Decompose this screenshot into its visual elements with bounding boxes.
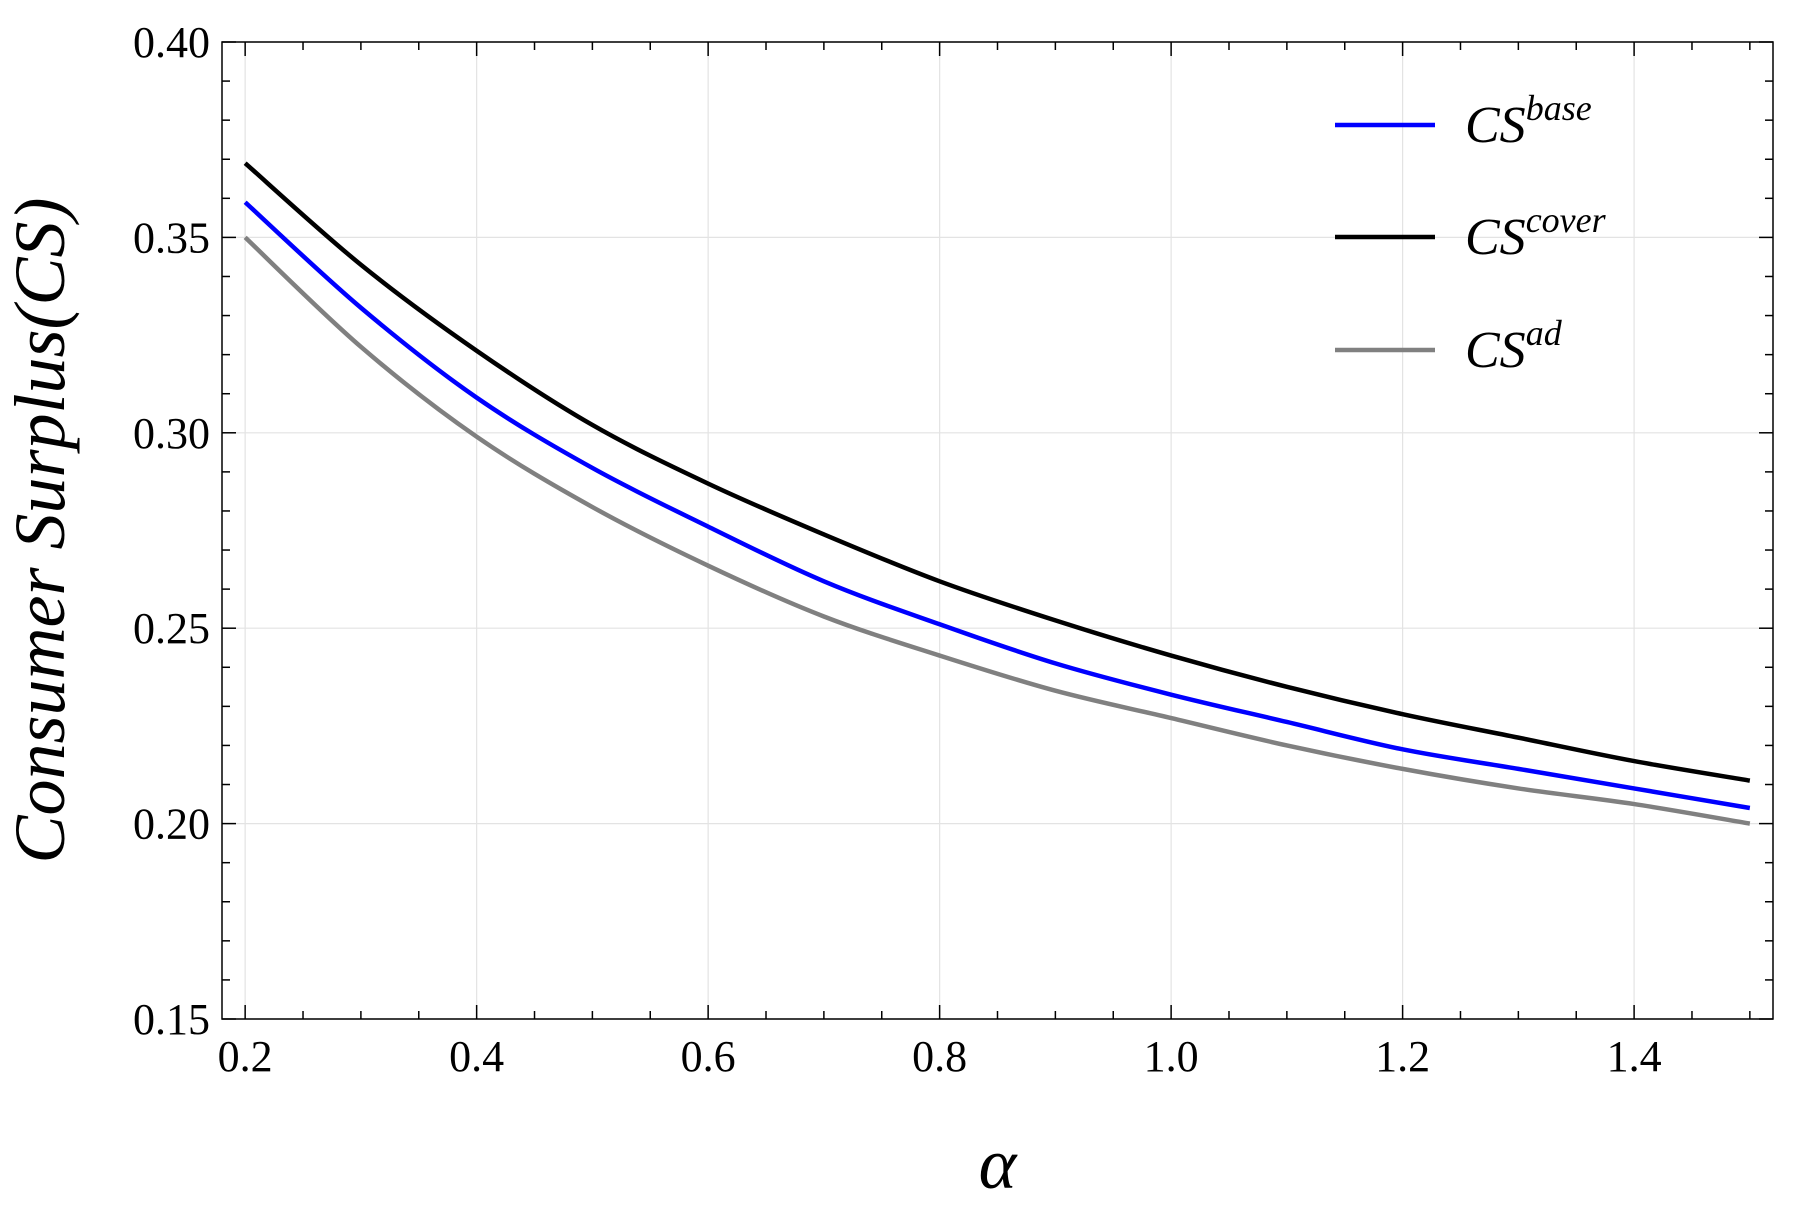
legend-label-cover: CScover (1465, 200, 1607, 266)
x-tick-label: 0.6 (681, 1032, 736, 1081)
x-tick-label: 1.2 (1375, 1032, 1430, 1081)
legend: CSbase CScover CSad (1335, 88, 1607, 379)
series-line-ad (243, 235, 1751, 826)
x-tick-label: 0.2 (218, 1032, 273, 1081)
axis-ticks (222, 41, 1773, 1020)
x-tick-label: 0.4 (449, 1032, 504, 1081)
y-tick-label: 0.25 (133, 604, 210, 653)
legend-label-ad: CSad (1465, 313, 1563, 379)
legend-superscript: base (1526, 88, 1592, 128)
y-tick-label: 0.40 (133, 18, 210, 67)
series-lines (243, 161, 1751, 826)
y-tick-labels: 0.15 0.20 0.25 0.30 0.35 0.40 (133, 18, 210, 1044)
y-axis-title: Consumer Surplus(CS) (0, 197, 80, 863)
grid (222, 41, 1773, 1020)
legend-superscript: cover (1526, 200, 1607, 240)
x-tick-label: 1.4 (1607, 1032, 1662, 1081)
x-axis-title: α (979, 1124, 1018, 1204)
legend-superscript: ad (1526, 313, 1563, 353)
y-tick-label: 0.15 (133, 995, 210, 1044)
series-line-cover (243, 161, 1751, 783)
legend-label-base: CSbase (1465, 88, 1592, 154)
plot-frame (221, 41, 1774, 1020)
x-tick-label: 1.0 (1144, 1032, 1199, 1081)
series-line-base (243, 200, 1751, 811)
y-tick-label: 0.20 (133, 800, 210, 849)
x-tick-label: 0.8 (912, 1032, 967, 1081)
y-tick-label: 0.30 (133, 409, 210, 458)
y-tick-label: 0.35 (133, 213, 210, 262)
x-tick-labels: 0.2 0.4 0.6 0.8 1.0 1.2 1.4 (218, 1032, 1662, 1081)
